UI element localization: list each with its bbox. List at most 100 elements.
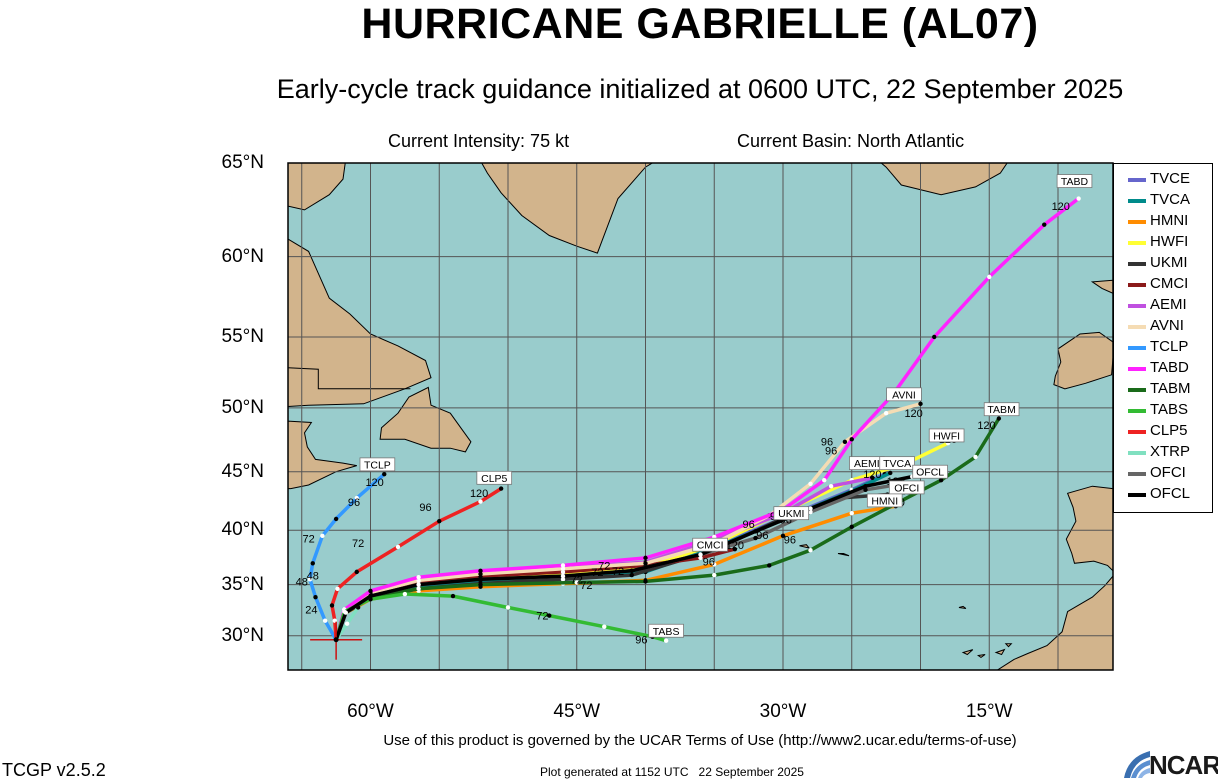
track-point — [498, 486, 504, 491]
track-point — [732, 546, 738, 552]
track-point — [643, 561, 648, 566]
legend-label: OFCL — [1150, 485, 1191, 502]
track-point — [808, 506, 813, 511]
track-point — [505, 605, 511, 610]
iceland — [880, 163, 1008, 196]
legend-label: AVNI — [1150, 317, 1184, 334]
end-label-clp5: CLP5 — [481, 473, 507, 485]
track-point — [574, 580, 579, 585]
hour-label-hmni: 96 — [756, 530, 768, 542]
hour-label-ukmi: 72 — [612, 566, 624, 578]
end-label-box — [648, 623, 684, 638]
hour-label-ofci: 96 — [703, 556, 715, 568]
track-point — [1076, 196, 1081, 201]
legend-swatch — [1128, 220, 1146, 224]
end-label-box — [879, 456, 915, 471]
track-point — [307, 577, 313, 582]
end-label-cmci: CMCI — [697, 540, 724, 552]
hour-label-tclp: 120 — [365, 477, 383, 489]
generated-timestamp: Plot generated at 1152 UTC 22 September … — [540, 765, 804, 779]
track-point — [643, 555, 648, 561]
legend-label: TVCA — [1150, 191, 1191, 208]
hour-label-cmci: 120 — [726, 540, 744, 552]
lon-label: 45°W — [553, 701, 601, 722]
track-point — [870, 475, 875, 481]
legend-swatch — [1128, 367, 1146, 371]
track-point — [310, 561, 315, 566]
lat-label: 50°N — [221, 396, 264, 418]
hour-label-tabm: 96 — [784, 535, 796, 547]
legend-swatch — [1128, 325, 1146, 329]
hour-label-tclp: 96 — [348, 497, 360, 509]
legend-swatch — [1128, 409, 1146, 413]
legend-swatch — [1128, 262, 1146, 266]
end-label-ukmi: UKMI — [778, 508, 804, 520]
track-point — [478, 577, 483, 582]
track-point — [1042, 222, 1047, 227]
end-label-box — [886, 387, 922, 402]
hour-label-tclp: 48 — [296, 577, 308, 589]
iberia — [1065, 485, 1113, 572]
legend-label: UKMI — [1150, 254, 1188, 271]
lat-label: 30°N — [221, 624, 264, 646]
end-label-box — [928, 428, 965, 443]
track-point — [354, 569, 359, 575]
track-ofcl — [334, 474, 915, 642]
legend-label: AEMI — [1150, 296, 1187, 313]
track-point — [698, 552, 703, 557]
lat-label: 55°N — [221, 325, 264, 347]
track-point — [560, 577, 566, 582]
track-point — [780, 533, 786, 539]
legend-label: HWFI — [1150, 233, 1189, 250]
end-label-tabs: TABS — [653, 626, 680, 638]
legend-swatch — [1128, 304, 1146, 308]
hour-label-tabd: 120 — [1052, 201, 1070, 213]
track-point — [343, 610, 348, 615]
track-point — [996, 416, 1002, 421]
page-subtitle: Early-cycle track guidance initialized a… — [276, 74, 1124, 104]
track-point — [698, 555, 703, 561]
canary-3 — [994, 648, 1006, 656]
track-point — [322, 618, 328, 623]
track-point — [753, 529, 758, 534]
track-point — [629, 568, 634, 574]
track-point — [883, 411, 889, 416]
lat-label: 60°N — [221, 245, 264, 267]
track-point — [863, 487, 868, 492]
track-point — [402, 591, 408, 597]
track-tabd — [334, 196, 1081, 642]
current-basin: Current Basin: North Atlantic — [737, 131, 965, 151]
track-point — [938, 478, 944, 483]
track-point — [712, 562, 717, 567]
track-point — [478, 499, 483, 504]
track-point — [822, 478, 827, 483]
track-point — [437, 518, 442, 524]
end-label-avni: AVNI — [892, 389, 916, 401]
end-label-tvca: TVCA — [883, 458, 911, 470]
legend-swatch — [1128, 493, 1146, 497]
end-label-box — [983, 402, 1020, 417]
terms-of-use: Use of this product is governed by the U… — [383, 732, 1017, 749]
lat-label: 35°N — [221, 573, 264, 595]
track-point — [344, 621, 350, 626]
hour-label-tabd: 96 — [821, 437, 833, 449]
end-label-ofci: OFCI — [894, 482, 919, 494]
legend-label: TCLP — [1150, 338, 1189, 355]
version-label: TCGP v2.5.2 — [2, 760, 106, 780]
track-point — [842, 439, 848, 445]
track-point — [313, 594, 318, 600]
end-label-tclp: TCLP — [364, 459, 391, 471]
track-point — [888, 470, 893, 476]
labrador — [288, 238, 432, 408]
track-point — [602, 624, 607, 629]
track-tclp — [307, 471, 387, 642]
hour-label-tabs: 96 — [635, 635, 647, 647]
legend-swatch — [1128, 472, 1146, 476]
legend-swatch — [1128, 388, 1146, 392]
hour-label-aemi: 72 — [598, 561, 610, 573]
provincial-border — [288, 367, 411, 390]
lon-label: 60°W — [347, 701, 394, 722]
hour-label-tabm: 72 — [580, 580, 592, 592]
